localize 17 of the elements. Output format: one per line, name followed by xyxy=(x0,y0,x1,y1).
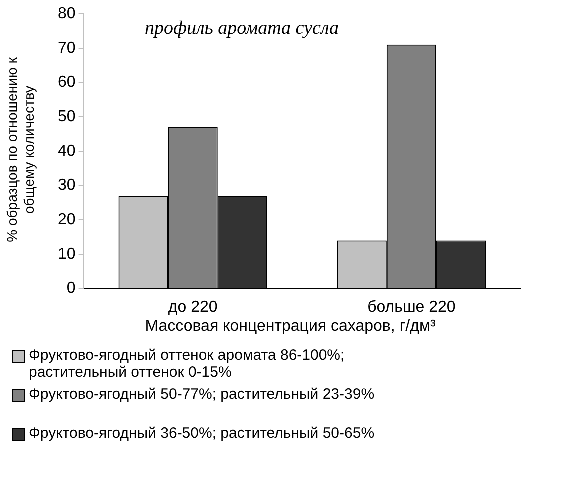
legend-label: Фруктово-ягодный 50-77%; растительный 23-39% xyxy=(29,386,375,403)
y-tick-label: 60 xyxy=(58,74,76,92)
y-tick-label: 40 xyxy=(58,142,76,160)
y-tick-label: 0 xyxy=(66,280,76,298)
legend-label: Фруктово-ягодный 36-50%; растительный 50-65% xyxy=(29,425,375,442)
legend-label: Фруктово-ягодный оттенок аромата 86-100%; растительный оттенок 0-15% xyxy=(29,347,346,381)
y-tick-label: 20 xyxy=(58,212,76,229)
y-axis-title: % образцов по отношению к общему количеству xyxy=(4,56,38,244)
y-tick-label: 80 xyxy=(58,5,76,22)
chart-title: профиль аромата сусла xyxy=(145,18,339,40)
y-tick-label: 10 xyxy=(58,246,76,263)
x-tick-label: до 220 xyxy=(168,298,218,316)
x-axis-title: Массовая концентрация сахаров, г/дм³ xyxy=(144,318,437,336)
x-tick-label: больше 220 xyxy=(368,298,456,316)
y-tick-label: 50 xyxy=(58,108,76,126)
y-tick-label: 30 xyxy=(58,177,76,194)
y-tick-label: 70 xyxy=(58,40,76,57)
